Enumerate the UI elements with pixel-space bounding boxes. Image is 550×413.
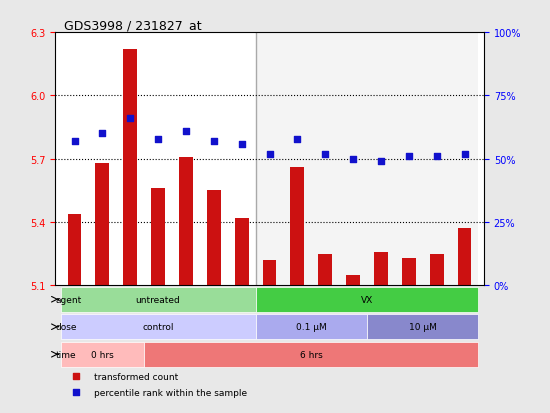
Bar — [430, 254, 444, 286]
FancyBboxPatch shape — [60, 287, 256, 312]
Bar — [346, 275, 360, 286]
Text: 0.1 μM: 0.1 μM — [296, 323, 327, 332]
Point — [293, 136, 302, 142]
Point — [265, 151, 274, 158]
Bar — [123, 50, 137, 286]
Bar — [235, 218, 249, 286]
Text: 10 μM: 10 μM — [409, 323, 437, 332]
Point — [349, 156, 358, 163]
Text: transformed count: transformed count — [94, 372, 178, 381]
Bar — [179, 157, 193, 286]
Bar — [151, 189, 165, 286]
Bar — [458, 229, 471, 286]
Bar — [256, 33, 283, 286]
Text: GDS3998 / 231827_at: GDS3998 / 231827_at — [64, 19, 201, 32]
FancyBboxPatch shape — [256, 315, 367, 339]
Point — [182, 128, 190, 135]
Point — [126, 116, 135, 122]
Bar — [290, 168, 304, 286]
Point — [404, 154, 413, 160]
Bar — [450, 33, 478, 286]
Bar — [374, 252, 388, 286]
Point — [72, 389, 81, 396]
FancyBboxPatch shape — [60, 315, 256, 339]
Point — [153, 136, 162, 142]
Bar — [283, 33, 311, 286]
Point — [237, 141, 246, 147]
Point — [432, 154, 441, 160]
Text: control: control — [142, 323, 174, 332]
Text: VX: VX — [361, 295, 373, 304]
FancyBboxPatch shape — [144, 342, 478, 367]
Bar — [423, 33, 450, 286]
Text: untreated: untreated — [136, 295, 180, 304]
Point — [98, 131, 107, 138]
Point — [210, 138, 218, 145]
Bar — [367, 33, 395, 286]
Bar — [68, 214, 81, 286]
Text: 6 hrs: 6 hrs — [300, 350, 323, 359]
Bar — [318, 254, 332, 286]
FancyBboxPatch shape — [256, 287, 478, 312]
Point — [72, 373, 81, 380]
Bar — [402, 259, 416, 286]
Text: agent: agent — [56, 295, 82, 304]
Point — [321, 151, 329, 158]
Text: 0 hrs: 0 hrs — [91, 350, 114, 359]
Bar — [311, 33, 339, 286]
Bar — [262, 261, 277, 286]
Bar — [395, 33, 423, 286]
FancyBboxPatch shape — [60, 342, 144, 367]
Text: time: time — [56, 350, 76, 359]
Bar — [339, 33, 367, 286]
FancyBboxPatch shape — [367, 315, 478, 339]
Point — [70, 138, 79, 145]
Bar — [95, 164, 109, 286]
Bar — [207, 191, 221, 286]
Text: percentile rank within the sample: percentile rank within the sample — [94, 388, 247, 397]
Text: dose: dose — [56, 323, 77, 332]
Point — [377, 159, 386, 165]
Point — [460, 151, 469, 158]
